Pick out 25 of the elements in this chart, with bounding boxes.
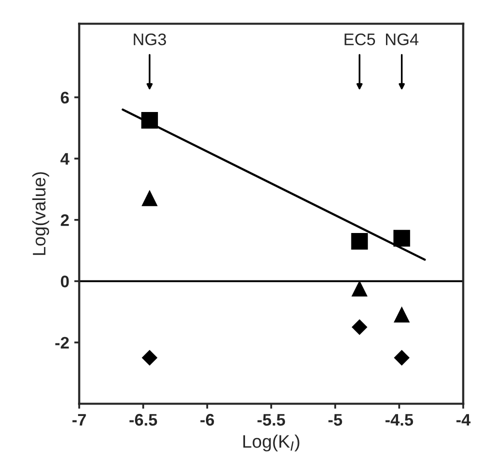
x-tick-label: -6.5 [129, 414, 158, 426]
point [351, 232, 368, 250]
y-tick-label: 0 [60, 276, 69, 288]
annotation: EC5 [344, 33, 376, 46]
point [394, 307, 410, 323]
y-tick-label: 6 [60, 92, 69, 104]
y-tick-label: -2 [55, 336, 69, 348]
y-tick-label: 2 [60, 214, 69, 226]
x-tick-label: -4.5 [385, 414, 414, 426]
y-axis-title: Log(value) [32, 172, 50, 255]
x-tick-label: -4 [456, 414, 471, 426]
x-tick-label: -6 [200, 414, 214, 426]
point [142, 350, 158, 366]
point [352, 281, 368, 296]
x-axis-title: Log(K$_{I}$) [243, 434, 300, 452]
point [393, 230, 410, 247]
y-tick-label: 4 [60, 153, 70, 165]
point [394, 350, 410, 366]
x-tick-label: -7 [72, 414, 86, 426]
annotation: NG4 [386, 33, 418, 46]
point [142, 190, 158, 206]
annotation: NG3 [134, 33, 166, 46]
point [352, 320, 368, 335]
x-tick-label: -5.5 [257, 414, 286, 426]
x-tick-label: -5 [328, 414, 342, 426]
